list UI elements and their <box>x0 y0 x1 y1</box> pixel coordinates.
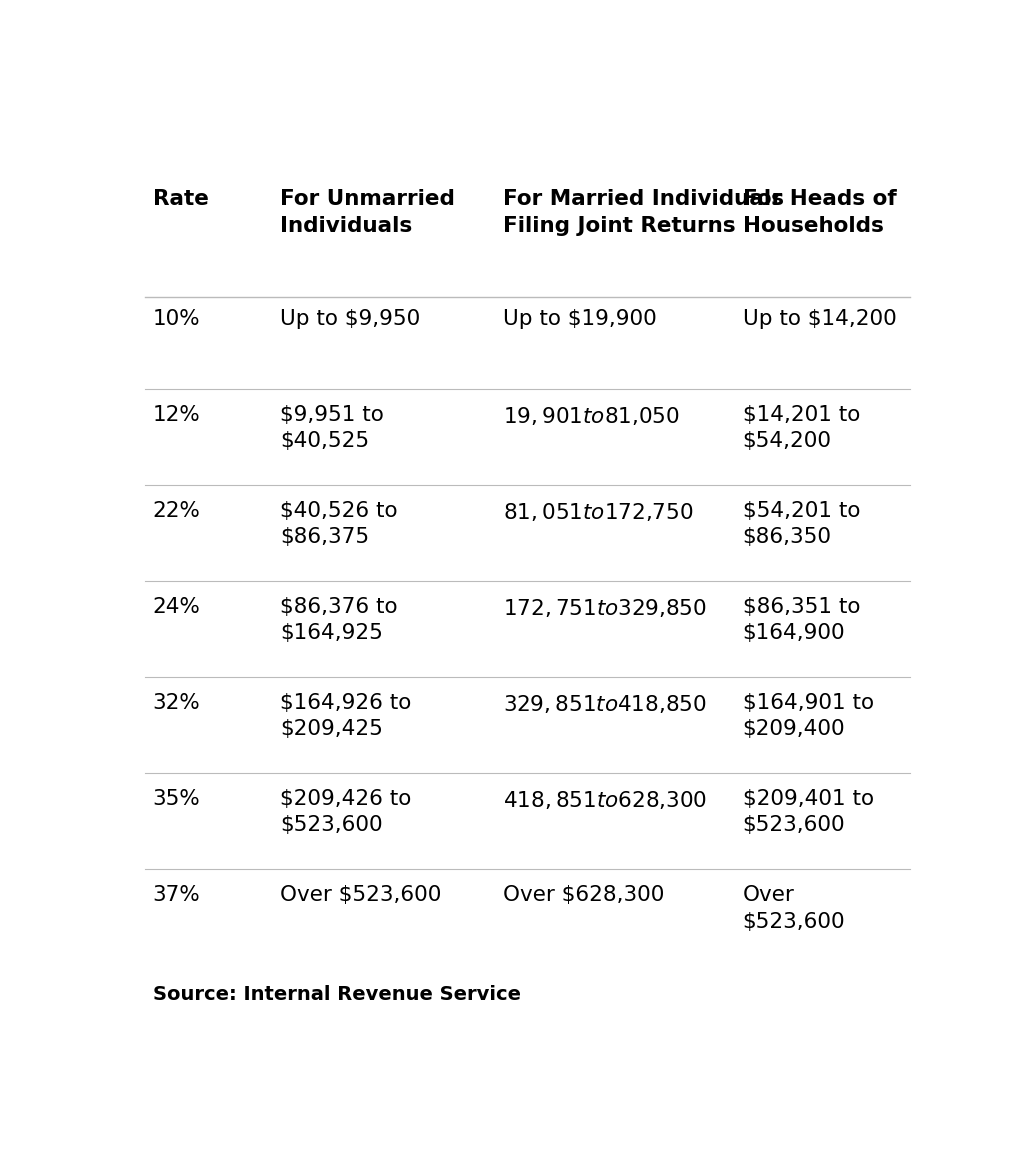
Text: 24%: 24% <box>152 597 201 617</box>
Text: $40,526 to
$86,375: $40,526 to $86,375 <box>280 501 398 547</box>
Text: $14,201 to
$54,200: $14,201 to $54,200 <box>743 405 860 451</box>
Text: $9,951 to
$40,525: $9,951 to $40,525 <box>280 405 384 451</box>
Text: For Married Individuals
Filing Joint Returns: For Married Individuals Filing Joint Ret… <box>503 189 784 236</box>
Text: 22%: 22% <box>152 501 201 521</box>
Text: $86,376 to
$164,925: $86,376 to $164,925 <box>280 597 398 644</box>
Text: $329,851 to $418,850: $329,851 to $418,850 <box>503 693 707 715</box>
Text: $164,901 to
$209,400: $164,901 to $209,400 <box>743 693 874 739</box>
Text: 12%: 12% <box>152 405 201 424</box>
Text: $54,201 to
$86,350: $54,201 to $86,350 <box>743 501 860 547</box>
Text: For Unmarried
Individuals: For Unmarried Individuals <box>280 189 455 236</box>
Text: For Heads of
Households: For Heads of Households <box>743 189 896 236</box>
Text: 32%: 32% <box>152 693 201 712</box>
Text: $172,751 to $329,850: $172,751 to $329,850 <box>503 597 707 619</box>
Text: Rate: Rate <box>152 189 209 210</box>
Text: Up to $19,900: Up to $19,900 <box>503 309 658 329</box>
Text: Up to $9,950: Up to $9,950 <box>280 309 421 329</box>
Text: $418,851 to $628,300: $418,851 to $628,300 <box>503 789 708 812</box>
Text: 35%: 35% <box>152 789 201 809</box>
Text: Over $523,600: Over $523,600 <box>280 885 441 905</box>
Text: $81,051 to $172,750: $81,051 to $172,750 <box>503 501 694 522</box>
Text: $19,901 to $81,050: $19,901 to $81,050 <box>503 405 680 427</box>
Text: 37%: 37% <box>152 885 201 905</box>
Text: 10%: 10% <box>152 309 201 329</box>
Text: Up to $14,200: Up to $14,200 <box>743 309 896 329</box>
Text: $86,351 to
$164,900: $86,351 to $164,900 <box>743 597 860 644</box>
Text: Source: Internal Revenue Service: Source: Internal Revenue Service <box>152 984 521 1004</box>
Text: Over $628,300: Over $628,300 <box>503 885 665 905</box>
Text: Over
$523,600: Over $523,600 <box>743 885 845 932</box>
Text: $209,426 to
$523,600: $209,426 to $523,600 <box>280 789 412 836</box>
Text: $164,926 to
$209,425: $164,926 to $209,425 <box>280 693 412 739</box>
Text: $209,401 to
$523,600: $209,401 to $523,600 <box>743 789 874 836</box>
